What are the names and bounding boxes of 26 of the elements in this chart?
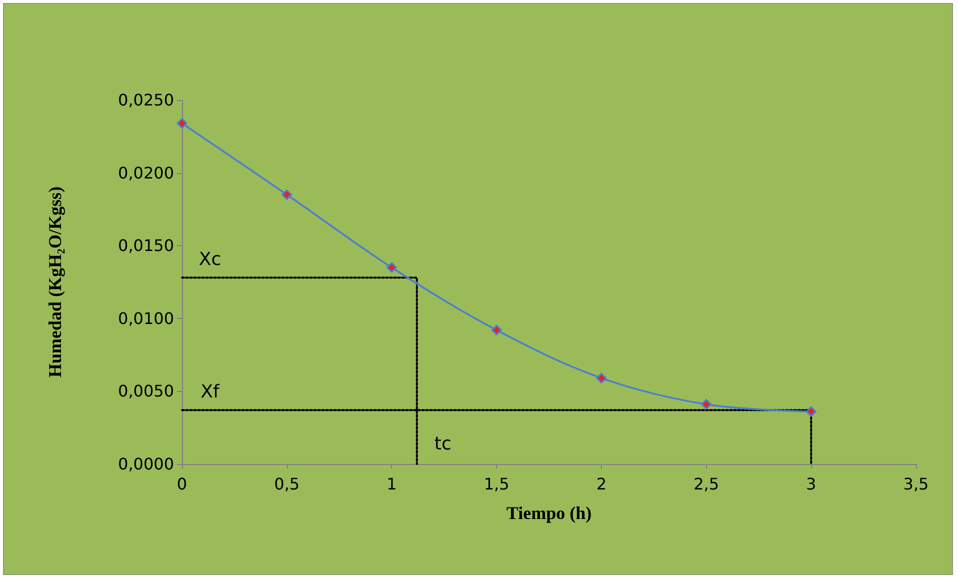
x-tick-label: 0,5 — [274, 474, 300, 494]
y-tick-label: 0,0250 — [118, 90, 174, 110]
point — [176, 118, 188, 129]
annotation: tc — [434, 434, 452, 454]
point — [596, 372, 607, 384]
point — [491, 324, 502, 336]
x-tick-label: 0 — [176, 474, 188, 494]
point — [282, 189, 292, 200]
x-tick-label: 3,5 — [903, 474, 929, 494]
x-tick-label: 1 — [386, 474, 397, 494]
y-tick-label: 0,0050 — [118, 382, 174, 401]
x-tick-label: 3 — [806, 474, 816, 494]
y-tick-label: 0,0150 — [118, 236, 174, 256]
x-tick-label: 2,5 — [694, 474, 720, 494]
x-tick-label: 2 — [596, 474, 607, 494]
y-tick-label: 0,0100 — [118, 308, 174, 328]
point — [386, 262, 397, 273]
y-tick-label: 0,0000 — [118, 454, 174, 474]
y-tick-label: 0,0200 — [118, 163, 174, 182]
x-tick-label: 1,5 — [484, 474, 510, 494]
y-axis-title: Humedad (KgH₂O/Kgss) — [45, 186, 65, 378]
x-axis-title: Tiempo (h) — [506, 503, 592, 523]
annotation: Xf — [200, 382, 220, 403]
point — [701, 399, 712, 410]
point — [806, 406, 816, 417]
annotation: Xc — [198, 249, 222, 270]
